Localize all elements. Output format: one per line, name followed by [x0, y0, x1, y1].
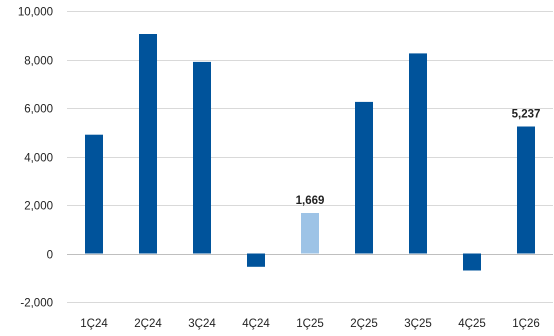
x-tick-label: 1Ç25 [296, 318, 324, 330]
y-axis-tick-labels: -2,000 0 2,000 4,000 6,000 8,000 10,000 [18, 7, 53, 310]
x-tick-label: 1Ç24 [80, 318, 108, 330]
x-tick-label: 4Ç25 [458, 318, 486, 330]
bar-6 [355, 101, 373, 254]
bars [85, 34, 535, 271]
y-tick-label: 6,000 [24, 104, 53, 116]
y-tick-label: -2,000 [20, 298, 53, 310]
x-tick-label: 2Ç24 [134, 318, 162, 330]
data-labels: 1,669 5,237 [296, 109, 541, 208]
x-tick-label: 3Ç25 [404, 318, 432, 330]
bar-9 [517, 126, 535, 254]
bar-8 [463, 253, 481, 271]
data-label: 5,237 [512, 109, 541, 121]
bar-4 [247, 253, 265, 267]
y-tick-label: 0 [47, 250, 53, 262]
x-tick-label: 2Ç25 [350, 318, 378, 330]
y-tick-label: 8,000 [24, 56, 53, 68]
y-tick-label: 4,000 [24, 153, 53, 165]
bar-3 [193, 61, 211, 254]
x-tick-label: 1Ç26 [512, 318, 540, 330]
x-tick-label: 3Ç24 [188, 318, 216, 330]
bar-7 [409, 53, 427, 254]
x-tick-label: 4Ç24 [242, 318, 270, 330]
bar-5 [301, 213, 319, 254]
bar-2 [139, 34, 157, 254]
bar-1 [85, 134, 103, 254]
y-tick-label: 10,000 [18, 7, 53, 19]
x-axis-tick-labels: 1Ç24 2Ç24 3Ç24 4Ç24 1Ç25 2Ç25 3Ç25 4Ç25 1Ç26 [80, 318, 540, 330]
y-tick-label: 2,000 [24, 201, 53, 213]
data-label: 1,669 [296, 195, 325, 207]
